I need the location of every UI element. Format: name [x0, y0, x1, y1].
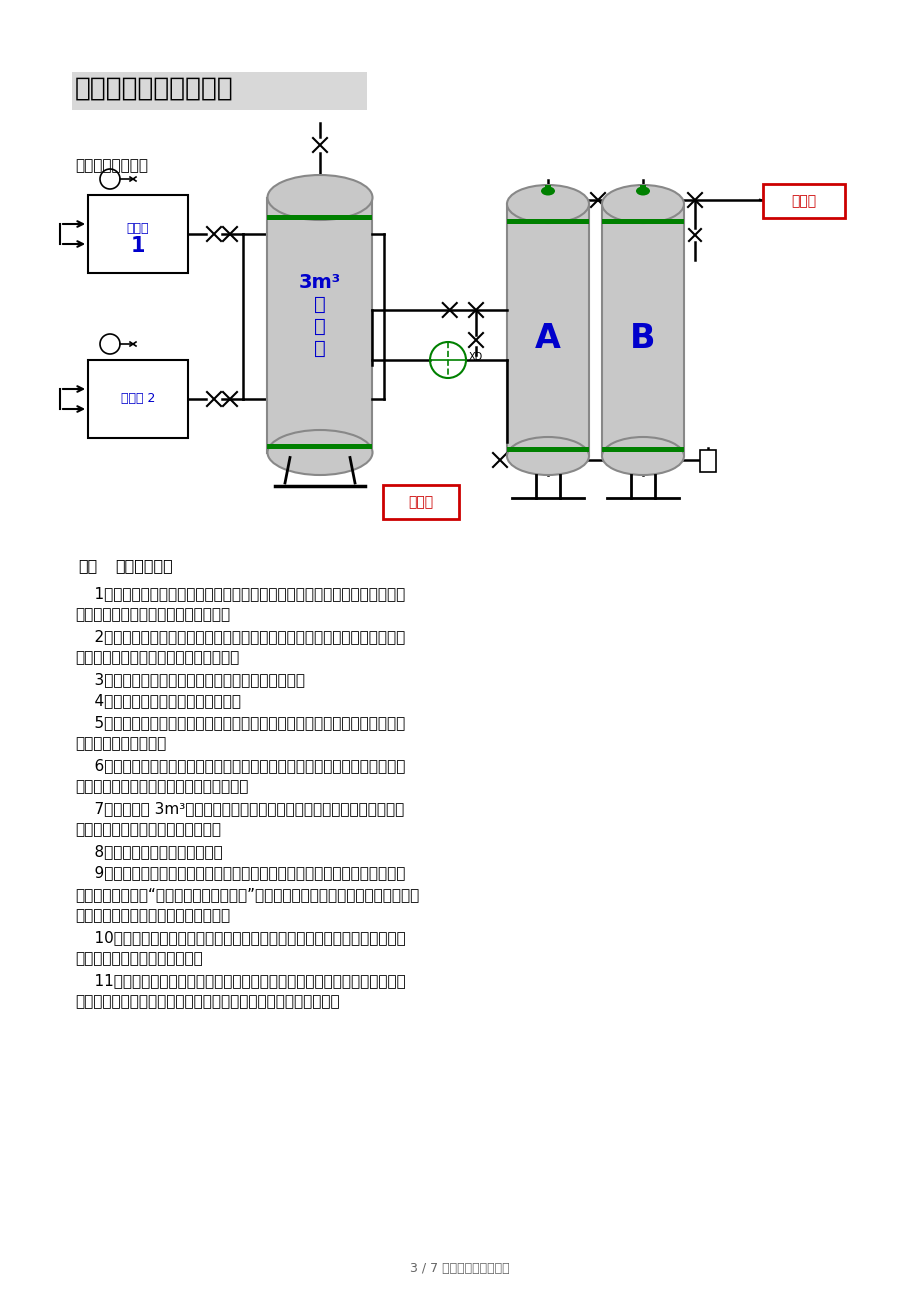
- Text: 7、开启通往 3m³缓冲罐的进气阀，打开过滤器的进出口阀，关闭干燥器: 7、开启通往 3m³缓冲罐的进气阀，打开过滤器的进出口阀，关闭干燥器: [75, 801, 403, 816]
- Bar: [72, 72, 367, 109]
- Ellipse shape: [267, 174, 372, 220]
- Text: 通无阻，无危及人身的不安全因素。: 通无阻，无危及人身的不安全因素。: [75, 651, 239, 665]
- Bar: [506, 447, 588, 452]
- Bar: [267, 215, 372, 220]
- Text: 空压机 2: 空压机 2: [120, 392, 155, 405]
- Text: 1: 1: [130, 236, 145, 256]
- Text: 密观察单控器显晶屏显示的显示的对应数値应在控制范围内。: 密观察单控器显晶屏显示的显示的对应数値应在控制范围内。: [75, 995, 339, 1009]
- Text: 空压机: 空压机: [127, 221, 149, 234]
- Bar: [601, 204, 683, 456]
- Text: 空压站流程示意图: 空压站流程示意图: [75, 158, 148, 173]
- Text: 4、确认控制室内电器柜闸已闭合。: 4、确认控制室内电器柜闸已闭合。: [75, 694, 241, 708]
- Ellipse shape: [506, 437, 588, 475]
- Ellipse shape: [601, 185, 683, 223]
- Ellipse shape: [506, 185, 588, 223]
- Text: 3m³
缓
冲
罐: 3m³ 缓 冲 罐: [299, 272, 341, 358]
- Text: 作规程、明确各系统的工艺流程。: 作规程、明确各系统的工艺流程。: [75, 909, 230, 923]
- Text: 5、确认空压机控器有得电显示，压缩机各项控制参数已正确设置，编程完毕: 5、确认空压机控器有得电显示，压缩机各项控制参数已正确设置，编程完毕: [75, 715, 404, 730]
- Text: 工业风: 工业风: [408, 495, 433, 509]
- FancyBboxPatch shape: [762, 184, 844, 217]
- Text: 11、上述各项工作确认完毕后，按空压机启动程序启动需试运行空压机，严: 11、上述各项工作确认完毕后，按空压机启动程序启动需试运行空压机，严: [75, 973, 405, 988]
- Text: ，并人手一册“空压站试运行方案手册”，且能清晰记住空压站所有设备的安全操: ，并人手一册“空压站试运行方案手册”，且能清晰记住空压站所有设备的安全操: [75, 887, 419, 902]
- Text: 2、空压站现场及站外设备周围的工程物资及用具均已清理完毕，巡检通道畅: 2、空压站现场及站外设备周围的工程物资及用具均已清理完毕，巡检通道畅: [75, 629, 404, 644]
- Text: XD: XD: [469, 352, 482, 362]
- Bar: [267, 444, 372, 448]
- Bar: [88, 359, 187, 437]
- Text: 9、参加试运行设备操作的人员均需经过设备厂家和有关技术人员的专项培训: 9、参加试运行设备操作的人员均需经过设备厂家和有关技术人员的专项培训: [75, 866, 405, 880]
- Text: 3 / 7 文档可自由编辑打印: 3 / 7 文档可自由编辑打印: [410, 1262, 509, 1275]
- Text: B: B: [630, 322, 655, 354]
- Text: 仪表风: 仪表风: [790, 194, 816, 208]
- Text: 一、: 一、: [78, 559, 97, 573]
- Bar: [88, 195, 187, 273]
- Text: 空压机的操作: 空压机的操作: [115, 559, 173, 573]
- Ellipse shape: [601, 437, 683, 475]
- Ellipse shape: [635, 186, 650, 195]
- Bar: [640, 185, 645, 191]
- FancyBboxPatch shape: [382, 486, 459, 519]
- Text: 空压站系统的开车方案: 空压站系统的开车方案: [75, 76, 233, 102]
- Text: 3、确认所有设备都已单机试车运行正常，无故障。: 3、确认所有设备都已单机试车运行正常，无故障。: [75, 672, 305, 687]
- Bar: [699, 450, 715, 473]
- Text: 标有该机位号的阀门应在开启状态）。: 标有该机位号的阀门应在开启状态）。: [75, 780, 248, 794]
- Bar: [267, 198, 372, 453]
- Bar: [506, 219, 588, 224]
- Bar: [601, 447, 683, 452]
- Ellipse shape: [267, 430, 372, 475]
- Text: 及机动、生产有关部门）。: 及机动、生产有关部门）。: [75, 952, 202, 966]
- Ellipse shape: [540, 186, 554, 195]
- Text: 的进口阀，打开放空阀先吹扫。: 的进口阀，打开放空阀先吹扫。: [75, 823, 221, 837]
- Text: ，且无故障显示。: ，且无故障显示。: [75, 737, 166, 751]
- Bar: [544, 185, 550, 191]
- Text: 已打压试漏完毕，达到规定标准。: 已打压试漏完毕，达到规定标准。: [75, 608, 230, 622]
- Bar: [601, 219, 683, 224]
- Text: 10、参加试运行的有关部门及领导均已到位（包括施工安装单位、厂家人员: 10、参加试运行的有关部门及领导均已到位（包括施工安装单位、厂家人员: [75, 930, 405, 945]
- Text: A: A: [535, 322, 561, 354]
- Text: 6、确认气路系统所有阀门均能灵活启闭，且在规定位置（即试运行空压机的: 6、确认气路系统所有阀门均能灵活启闭，且在规定位置（即试运行空压机的: [75, 758, 405, 773]
- Bar: [506, 204, 588, 456]
- Text: 8、检查空压机油位正常位置。: 8、检查空压机油位正常位置。: [75, 844, 222, 859]
- Text: 1、确认空压站所有设备及附件、管道的安装均符合设计要求，各系统管线均: 1、确认空压站所有设备及附件、管道的安装均符合设计要求，各系统管线均: [75, 586, 404, 602]
